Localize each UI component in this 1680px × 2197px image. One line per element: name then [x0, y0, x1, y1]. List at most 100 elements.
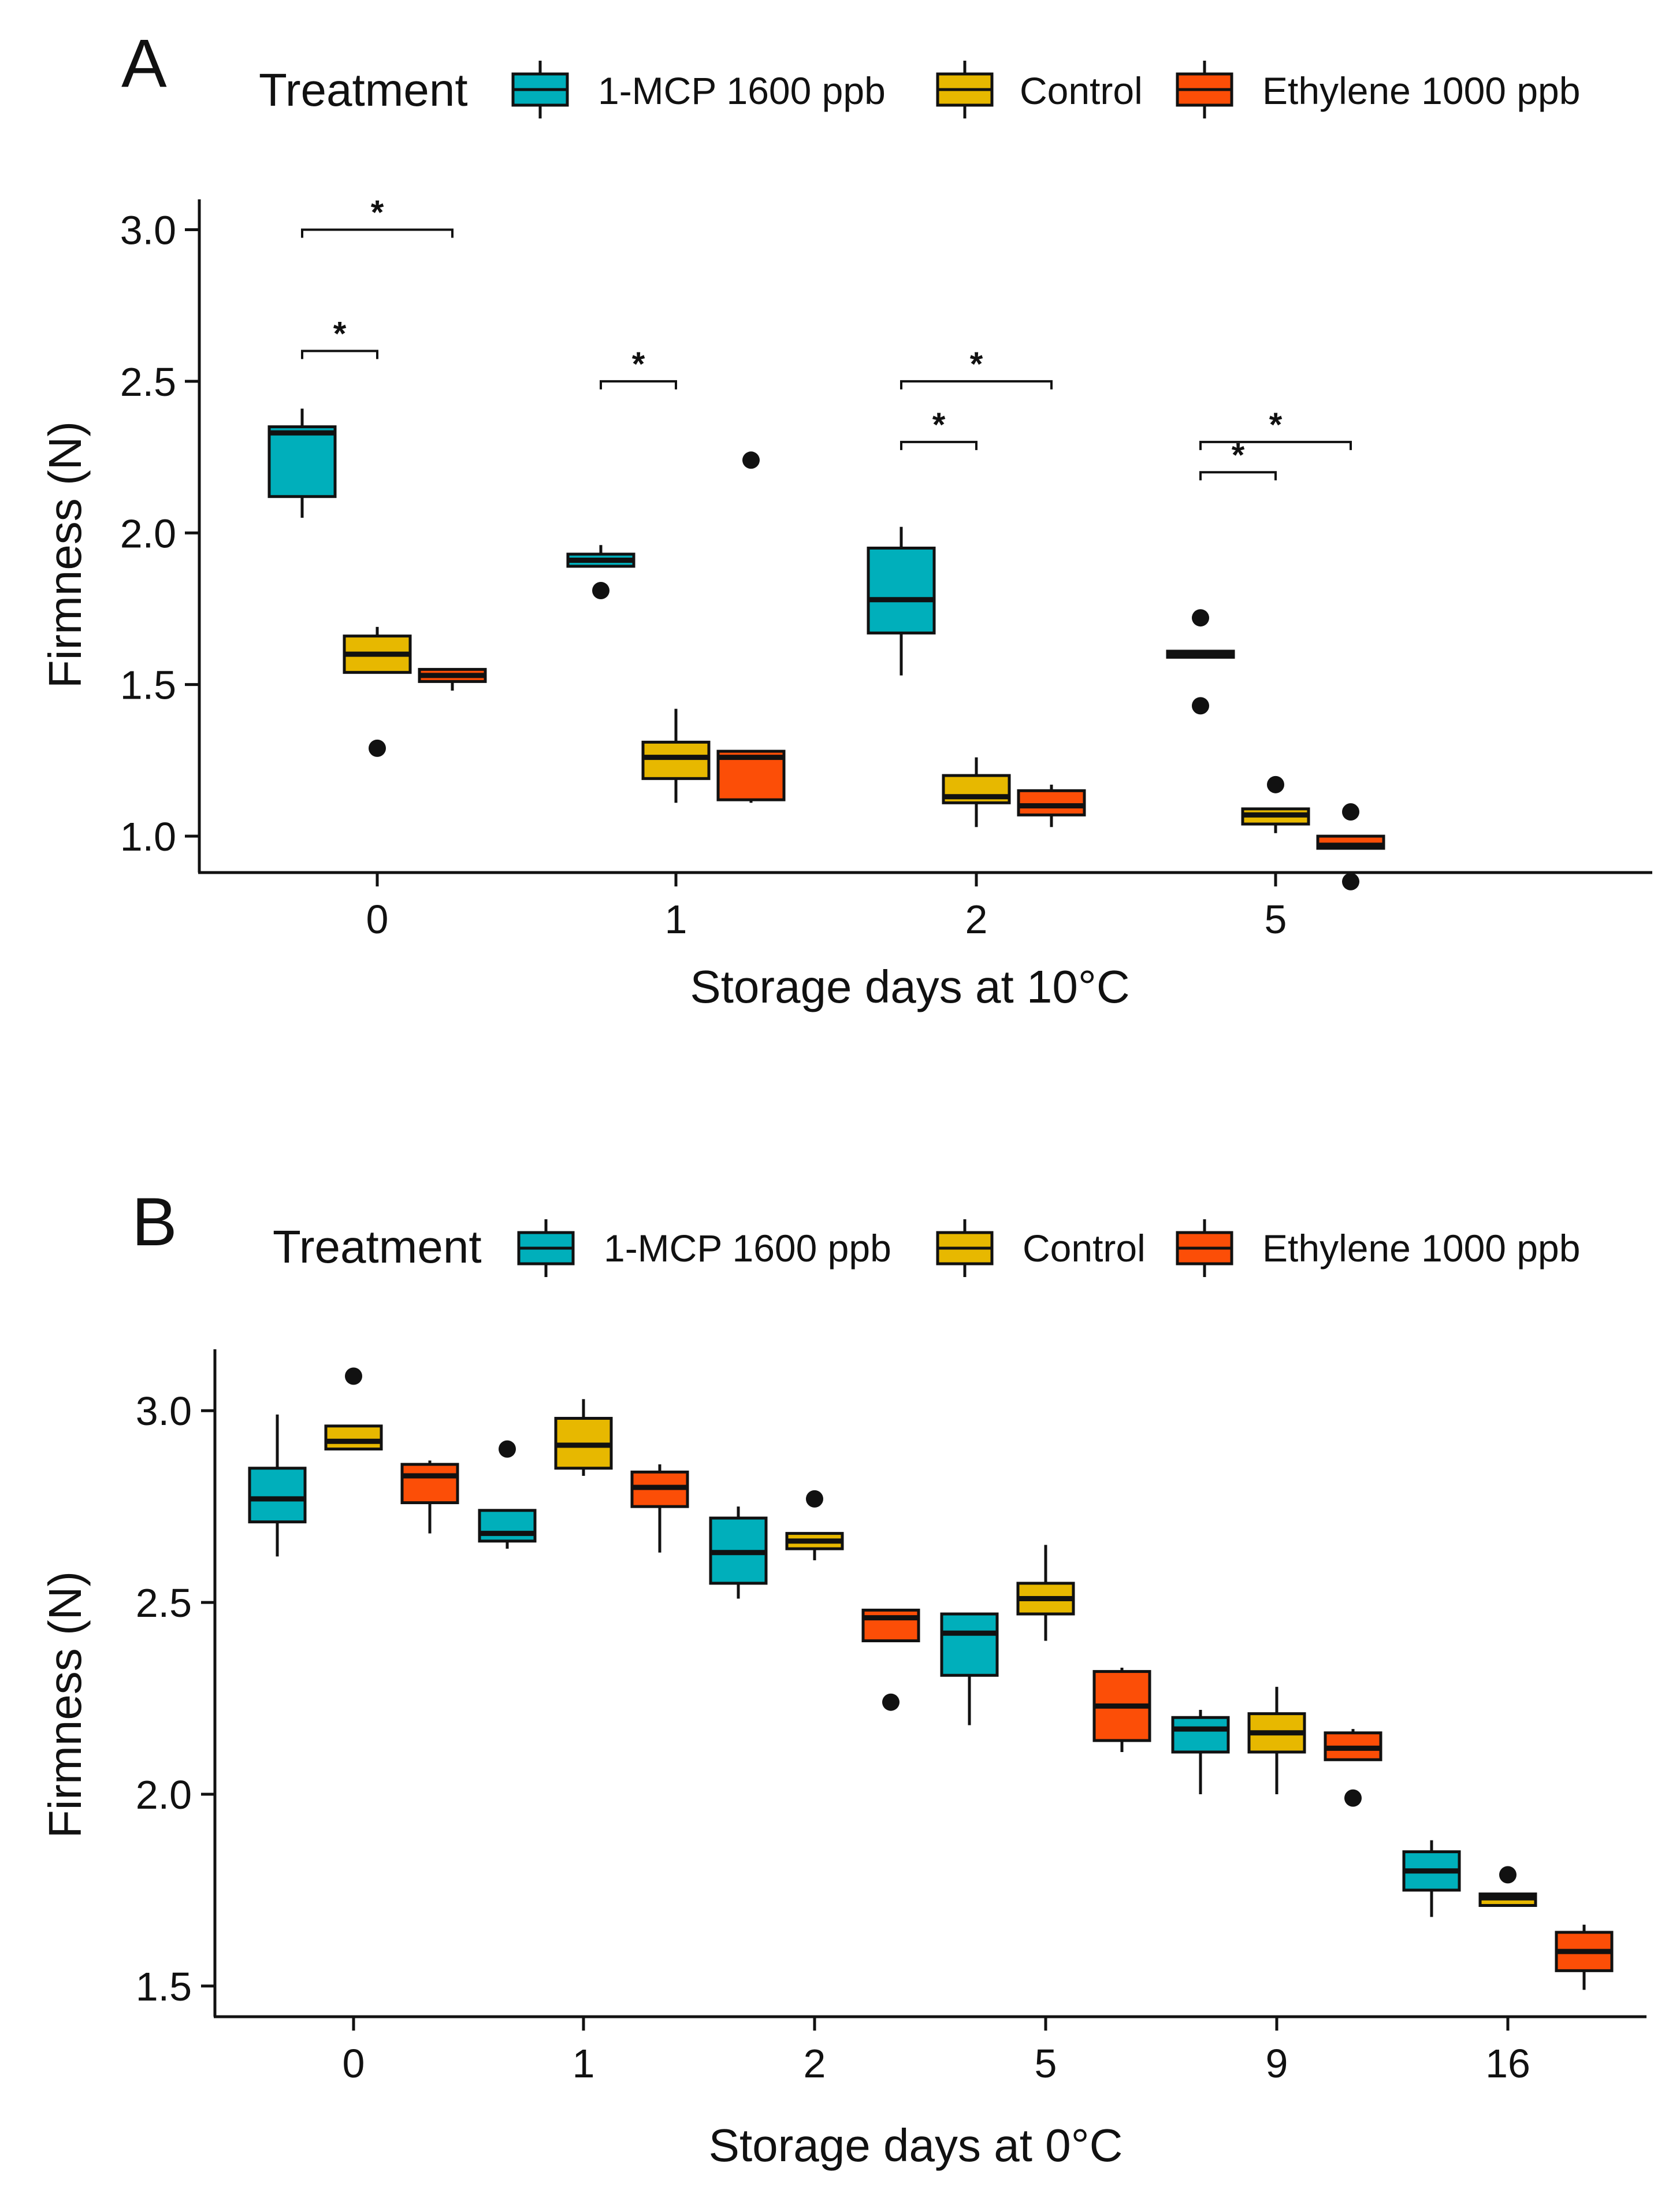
panel-b-box-control-9 [1247, 1687, 1306, 1794]
legend-b-title: Treatment [273, 1221, 482, 1272]
panel-a-box-control-1 [641, 708, 711, 803]
box [248, 1467, 307, 1524]
box [267, 425, 337, 498]
box [1171, 1716, 1230, 1754]
box [641, 740, 711, 780]
outlier-point [1344, 1789, 1362, 1807]
panel-a-significance-bracket: * [900, 346, 1053, 389]
panel-a-y-tick-label: 1.0 [120, 814, 176, 859]
panel-a-x-tick-label: 0 [366, 897, 389, 942]
bracket-line [900, 380, 1053, 389]
panel-b-x-tick-label: 9 [1266, 2041, 1288, 2086]
panel-b-box-control-5 [1016, 1545, 1075, 1641]
panel-b-x-axis-title: Storage days at 0°C [709, 2120, 1123, 2171]
panel-a-y-tick-label: 2.5 [120, 359, 176, 404]
panel-a-significance-bracket: * [301, 315, 378, 359]
panel-a-letter: A [121, 25, 167, 102]
panel-b-box-ethylene-2 [861, 1608, 920, 1711]
box [861, 1608, 920, 1642]
panel-a-significance-bracket: * [301, 194, 454, 238]
panel-b-box-control-1 [554, 1399, 613, 1476]
significance-star: * [371, 194, 384, 231]
panel-b-legend: Treatment 1-MCP 1600 ppb Control Ethylen… [273, 1219, 1580, 1277]
outlier-point [345, 1367, 362, 1385]
panel-b-box-ethylene-9 [1324, 1729, 1382, 1807]
outlier-point [369, 739, 386, 757]
legend-a-key-mcp [511, 61, 569, 118]
panel-b-box-ethylene-5 [1092, 1667, 1151, 1752]
panel-b-x-tick-label: 1 [573, 2041, 595, 2086]
legend-b-key-ethylene [1176, 1219, 1233, 1277]
outlier-point [806, 1490, 823, 1508]
legend-a-title: Treatment [259, 64, 468, 116]
significance-star: * [333, 315, 347, 352]
legend-b-label-mcp: 1-MCP 1600 ppb [604, 1227, 891, 1270]
panel-b-y-tick-label: 2.5 [136, 1580, 192, 1626]
panel-a-box-mcp-2 [867, 526, 936, 676]
panel-a-x-tick-label: 2 [965, 897, 988, 942]
panel-a-y-tick-label: 2.0 [120, 511, 176, 556]
panel-a-x-axis-title: Storage days at 10°C [690, 961, 1129, 1012]
panel-b-box-mcp-0 [248, 1414, 307, 1557]
panel-b-x-tick-label: 0 [343, 2041, 365, 2086]
panel-b-box-control-16 [1478, 1866, 1537, 1907]
box [478, 1509, 537, 1543]
panel-b-box-mcp-2 [709, 1506, 768, 1599]
panel-a-significance-bracket: * [1199, 406, 1352, 450]
panel-a-y-axis-title: Firmness (N) [39, 421, 91, 688]
panel-a-box-mcp-0 [267, 409, 337, 518]
panel-a-box-ethylene-5 [1316, 803, 1385, 890]
significance-star: * [970, 346, 983, 383]
panel-b-box-mcp-1 [478, 1440, 537, 1549]
panel-b-box-ethylene-1 [630, 1464, 689, 1553]
panel-a-box-ethylene-2 [1017, 784, 1086, 827]
panel-b: B Treatment 1-MCP 1600 ppb Control Ethyl… [39, 1184, 1646, 2171]
panel-a-box-ethylene-1 [716, 451, 786, 803]
legend-b-label-control: Control [1023, 1227, 1146, 1270]
box [324, 1424, 383, 1451]
panel-a-significance-bracket: * [1199, 436, 1277, 481]
outlier-point [1267, 775, 1284, 793]
outlier-point [1192, 609, 1209, 627]
box [940, 1612, 999, 1677]
panel-b-y-axis-title: Firmness (N) [39, 1571, 91, 1838]
panel-b-y-tick-label: 2.0 [136, 1772, 192, 1817]
panel-a-significance-bracket: * [600, 346, 677, 389]
panel-a-box-ethylene-0 [418, 667, 487, 691]
panel-b-box-mcp-9 [1171, 1709, 1230, 1794]
outlier-point [1342, 803, 1359, 821]
panel-a-y-tick-label: 3.0 [120, 207, 176, 253]
panel-b-box-control-0 [324, 1367, 383, 1451]
panel-b-x-tick-label: 2 [804, 2041, 826, 2086]
legend-b-key-control [936, 1219, 994, 1277]
box [400, 1463, 459, 1505]
panel-b-x-tick-label: 5 [1035, 2041, 1057, 2086]
outlier-point [882, 1693, 900, 1711]
panel-a-box-control-5 [1241, 775, 1310, 833]
panel-a-x-tick-label: 1 [665, 897, 687, 942]
outlier-point [1342, 873, 1359, 890]
bracket-line [600, 380, 677, 389]
significance-star: * [632, 346, 645, 383]
panel-b-box-control-2 [785, 1490, 844, 1561]
legend-b-label-ethylene: Ethylene 1000 ppb [1262, 1227, 1580, 1270]
outlier-point [1499, 1866, 1517, 1884]
panel-b-box-mcp-16 [1402, 1840, 1461, 1917]
outlier-point [592, 581, 609, 599]
legend-a-key-control [936, 61, 994, 118]
panel-a-box-control-0 [343, 626, 412, 757]
panel-a-box-mcp-1 [566, 545, 635, 599]
panel-b-x-tick-label: 16 [1485, 2041, 1530, 2086]
bracket-line [301, 350, 378, 359]
panel-b-box-ethylene-0 [400, 1460, 459, 1534]
outlier-point [1192, 697, 1209, 715]
significance-star: * [1232, 436, 1245, 474]
bracket-line [1199, 440, 1352, 450]
panel-b-y-tick-label: 3.0 [136, 1389, 192, 1434]
panel-a-legend: Treatment 1-MCP 1600 ppb Control Ethylen… [259, 61, 1580, 118]
legend-a-label-mcp: 1-MCP 1600 ppb [598, 69, 886, 112]
bracket-line [301, 228, 454, 238]
panel-b-plot-area: 1.5 2.0 2.5 3.0 0 1 2 5 9 16 [136, 1349, 1646, 2086]
